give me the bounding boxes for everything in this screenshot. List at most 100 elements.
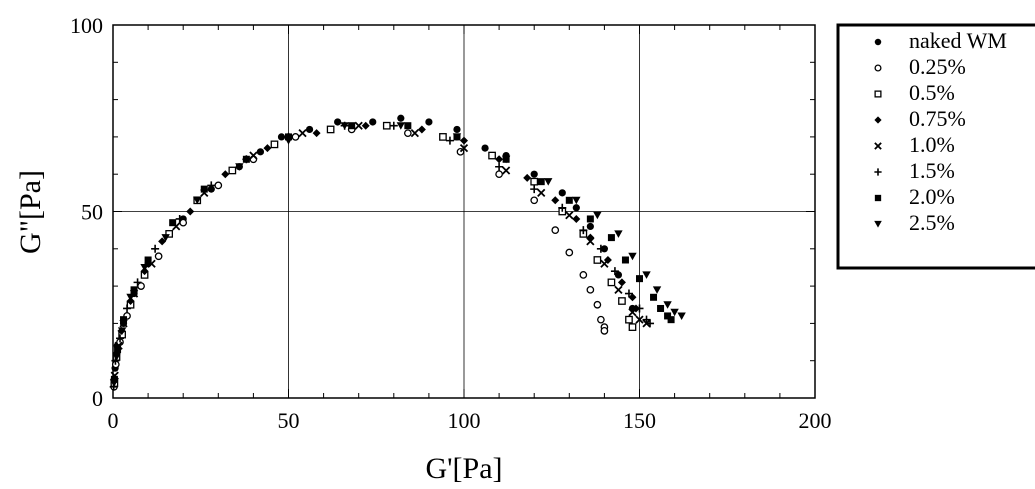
data-point [625,315,633,324]
legend-marker [874,116,882,124]
data-point [597,315,605,324]
data-point [140,263,149,272]
data-point [628,293,637,302]
data-point [593,300,602,309]
x-tick-label: 150 [623,408,656,433]
data-point [586,222,594,231]
series-2 [110,121,637,387]
data-point [312,129,321,138]
data-point [348,122,356,130]
x-tick-label: 100 [448,408,481,433]
data-point [572,204,580,212]
data-point [112,353,121,361]
data-point [635,315,644,324]
data-point [369,118,377,126]
data-point [453,125,461,134]
x-axis-title: G'[Pa] [425,452,502,485]
data-point [495,162,504,171]
data-point [403,129,412,138]
data-point [600,327,609,335]
data-point [551,226,560,234]
data-point [646,319,655,328]
data-point [389,121,398,130]
data-point [334,118,342,126]
data-point [481,144,489,152]
data-point [175,214,184,223]
data-point [600,259,609,268]
legend-label: 2.5% [909,210,955,235]
data-point [677,312,686,320]
data-point [664,312,672,320]
data-point [114,346,122,354]
data-point [326,125,335,134]
legend-marker [874,64,882,72]
data-point [579,271,588,279]
data-point [117,327,127,335]
y-tick-label: 50 [81,200,103,225]
tick-marks [112,24,816,399]
series-5 [109,121,655,391]
data-point [544,178,553,186]
data-point [158,237,167,246]
data-point [154,252,163,261]
data-point [586,237,595,246]
data-point [501,155,511,164]
data-point [361,121,370,130]
data-point [207,181,216,190]
data-point [614,230,623,238]
data-point [636,275,643,283]
data-point [130,286,138,294]
data-point [109,379,119,388]
data-point [614,271,623,279]
data-point [607,278,616,287]
data-point [670,308,679,317]
legend-marker [874,194,882,202]
data-point [572,196,581,205]
y-axis-title: G"[Pa] [14,170,47,254]
data-point [285,133,292,141]
data-point [235,163,244,171]
data-point [200,185,208,193]
data-point [642,271,651,279]
data-point [179,218,188,227]
data-point [596,244,605,253]
data-point [565,211,574,220]
data-point [593,211,602,220]
data-point [579,226,588,235]
data-point [635,304,644,313]
data-point [488,151,496,160]
data-point [110,375,118,383]
data-point [404,122,412,130]
data-point [298,129,307,138]
data-point [126,293,135,302]
data-point [214,181,223,190]
legend-label: 1.0% [909,132,955,157]
legend-marker [874,168,882,176]
data-point [417,125,426,134]
data-point [628,323,637,331]
legend-label: 0.75% [909,106,966,131]
data-point [530,177,539,186]
data-point [628,252,637,261]
legend-marker [874,142,882,150]
data-point [340,122,349,130]
data-point [439,133,447,141]
data-point [161,234,170,242]
legend-label: 0.5% [909,80,955,105]
data-point [628,308,637,317]
data-point [354,121,363,130]
data-point [565,196,573,204]
legend-label: 1.5% [909,158,955,183]
data-point [617,278,626,287]
data-point [614,285,623,294]
data-point [133,278,142,287]
tick-labels: 0 50 100 150 200 0 50 100 [70,13,832,433]
data-point [228,166,237,175]
data-point [652,286,662,294]
data-point [137,282,145,290]
data-point [116,334,125,343]
legend-label: naked WM [909,28,1007,53]
data-point [537,188,546,197]
data-point [256,148,265,156]
